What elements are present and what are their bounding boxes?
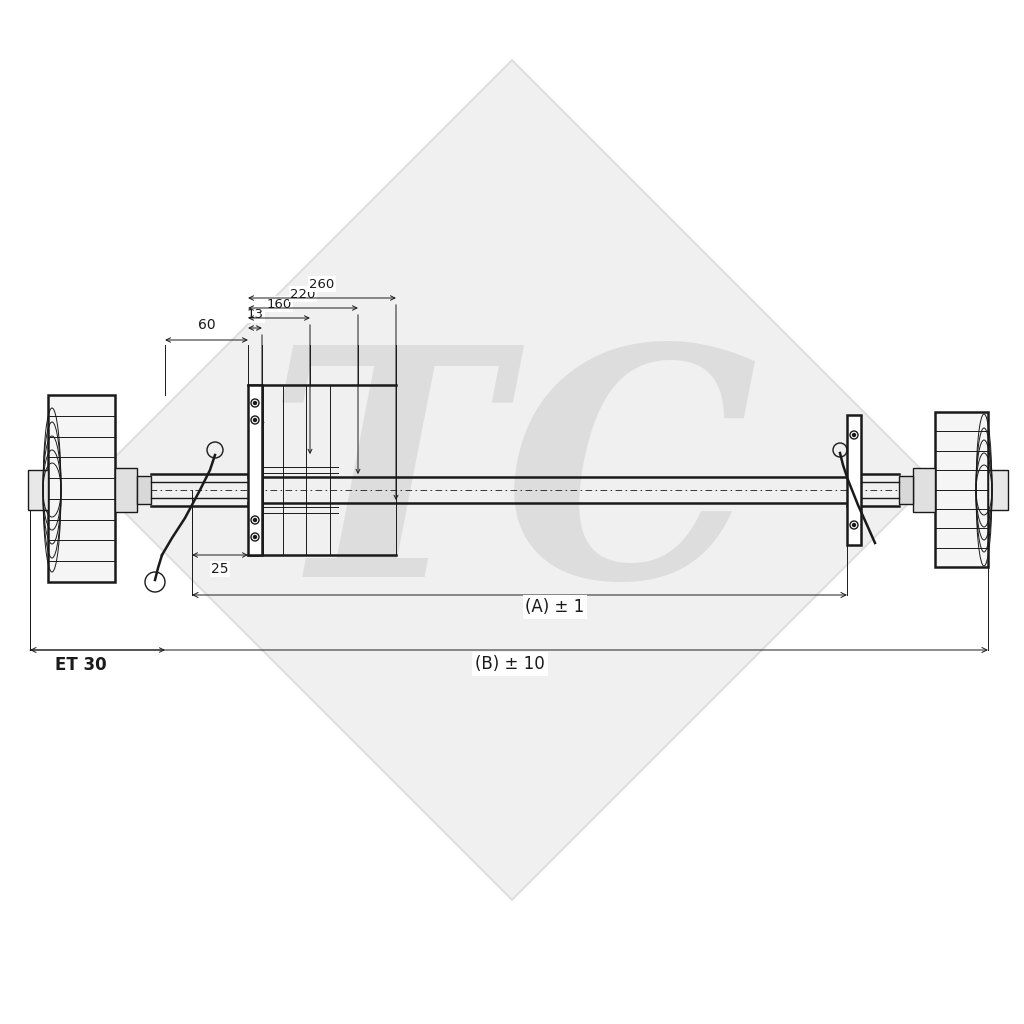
Bar xyxy=(899,476,913,504)
Text: 60: 60 xyxy=(198,318,215,332)
Bar xyxy=(115,468,137,512)
Circle shape xyxy=(254,401,256,404)
Text: TC: TC xyxy=(266,336,758,644)
Text: 160: 160 xyxy=(266,298,292,310)
Text: (A) ± 1: (A) ± 1 xyxy=(525,598,585,616)
Bar xyxy=(248,385,262,555)
Text: 13: 13 xyxy=(247,308,263,322)
Text: (B) ± 10: (B) ± 10 xyxy=(475,655,545,673)
Bar xyxy=(913,468,935,512)
Bar xyxy=(28,470,48,510)
Polygon shape xyxy=(92,60,932,900)
Text: 260: 260 xyxy=(309,278,335,291)
Circle shape xyxy=(254,419,256,422)
Text: 25: 25 xyxy=(211,562,228,575)
Circle shape xyxy=(254,536,256,539)
Circle shape xyxy=(853,523,855,526)
Bar xyxy=(935,412,988,567)
Text: ET 30: ET 30 xyxy=(55,656,106,674)
Bar xyxy=(988,470,1008,510)
Text: 220: 220 xyxy=(291,288,315,300)
Circle shape xyxy=(254,518,256,521)
Circle shape xyxy=(853,433,855,436)
Bar xyxy=(48,395,115,582)
Bar xyxy=(847,415,861,545)
Bar xyxy=(137,476,151,504)
